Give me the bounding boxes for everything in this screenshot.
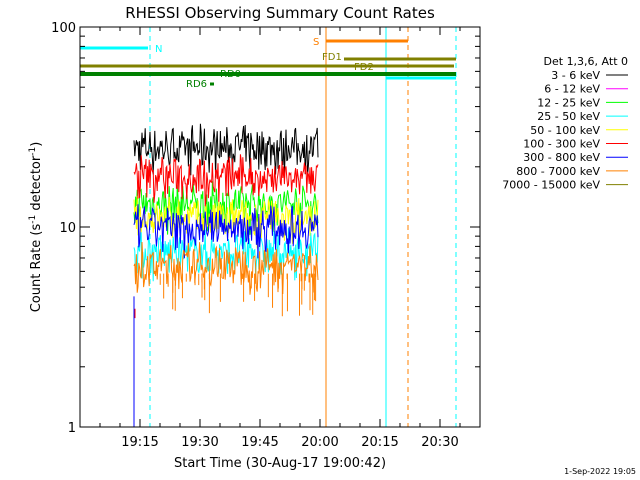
x-axis-ticks: 19:15 19:30 19:45 20:00 20:15 20:30: [99, 27, 481, 450]
x-tick-label-2: 19:45: [241, 435, 278, 450]
series-line-7: [133, 241, 319, 295]
y-axis-label-sup1: -1: [28, 215, 38, 224]
legend-label-3: 25 - 50 keV: [537, 110, 600, 123]
legend-label-2: 12 - 25 keV: [537, 96, 600, 109]
series-line-0: [133, 123, 319, 178]
y-tick-label-2: 100: [51, 21, 76, 36]
y-tick-label-1: 10: [59, 221, 76, 236]
flag-label-2: S: [313, 37, 319, 48]
y-axis-label: Count Rate (s-1 detector-1): [28, 142, 44, 313]
y-axis-label-sup2: -1: [28, 147, 38, 156]
y-axis-ticks: 1 10 100: [51, 21, 480, 436]
legend-header: Det 1,3,6, Att 0: [544, 55, 628, 68]
series-line-3: [133, 228, 319, 282]
legend-label-0: 3 - 6 keV: [551, 69, 600, 82]
legend-label-1: 6 - 12 keV: [544, 83, 600, 96]
footer-timestamp: 1-Sep-2022 19:05: [564, 467, 636, 476]
legend-label-5: 100 - 300 keV: [523, 138, 600, 151]
flag-label-4: FD2: [354, 62, 374, 73]
legend-label-6: 300 - 800 keV: [523, 151, 600, 164]
chart-title: RHESSI Observing Summary Count Rates: [125, 4, 435, 22]
x-tick-label-0: 19:15: [121, 435, 158, 450]
x-axis-label: Start Time (30-Aug-17 19:00:42): [174, 456, 386, 471]
series-line-6: [133, 204, 319, 259]
y-axis-label-main: Count Rate (s: [29, 224, 44, 313]
legend-label-8: 7000 - 15000 keV: [502, 179, 600, 192]
x-tick-label-5: 20:30: [421, 435, 458, 450]
legend-label-4: 50 - 100 keV: [530, 124, 600, 137]
y-axis-label-end: ): [29, 142, 44, 147]
x-tick-label-4: 20:15: [361, 435, 398, 450]
flag-label-6: RD6: [186, 79, 207, 90]
y-tick-label-0: 1: [68, 421, 76, 436]
legend-label-7: 800 - 7000 keV: [516, 165, 600, 178]
series-line-5: [133, 154, 319, 207]
x-tick-label-3: 20:00: [301, 435, 338, 450]
flag-label-0: N: [155, 44, 162, 55]
flag-label-3: FD1: [322, 52, 342, 63]
y-axis-label-rest: detector: [29, 155, 44, 215]
x-tick-label-1: 19:30: [181, 435, 218, 450]
plot-area: NSFD1FD2RD0RD6: [79, 27, 457, 427]
series-line-4: [133, 195, 319, 249]
